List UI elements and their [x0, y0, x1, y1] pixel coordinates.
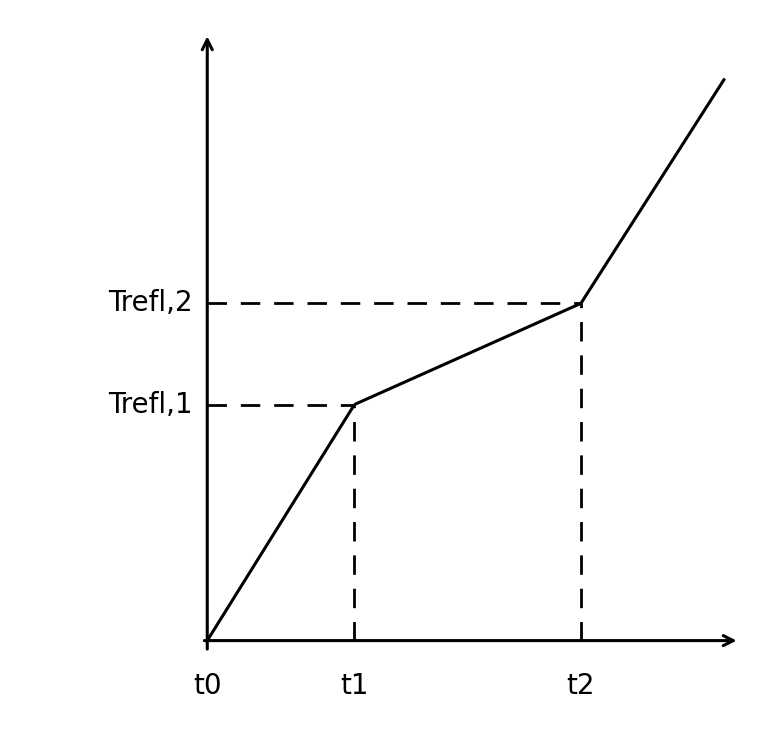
- Text: Trefl,1: Trefl,1: [108, 391, 193, 418]
- Text: Trefl,2: Trefl,2: [108, 289, 193, 317]
- Text: t2: t2: [567, 672, 595, 699]
- Text: t1: t1: [341, 672, 368, 699]
- Text: t0: t0: [193, 672, 221, 699]
